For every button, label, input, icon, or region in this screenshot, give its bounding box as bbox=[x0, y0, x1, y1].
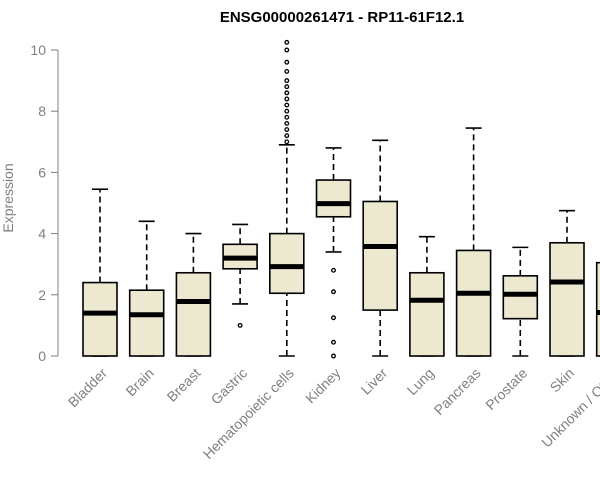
x-tick-label: Lung bbox=[404, 365, 437, 398]
outlier-point bbox=[331, 339, 336, 345]
outlier-point bbox=[284, 108, 290, 114]
box-brain bbox=[128, 220, 165, 357]
box-pancreas bbox=[455, 127, 492, 357]
outlier-point bbox=[284, 127, 290, 133]
box-breast bbox=[175, 232, 212, 357]
box-group bbox=[82, 39, 600, 359]
y-tick-label: 6 bbox=[38, 164, 46, 180]
box-hematopoietic-cells bbox=[268, 39, 305, 357]
x-tick-label: Prostate bbox=[482, 365, 530, 413]
box-body bbox=[128, 289, 165, 357]
y-tick-label: 8 bbox=[38, 103, 46, 119]
outlier-point bbox=[284, 90, 290, 96]
outlier-point bbox=[284, 84, 290, 90]
box-skin bbox=[549, 209, 585, 357]
box-lung bbox=[409, 235, 445, 357]
box-body bbox=[82, 281, 118, 357]
x-tick-label: Skin bbox=[547, 365, 578, 396]
box-unknown-other bbox=[595, 261, 600, 357]
y-axis-title: Expression bbox=[0, 163, 16, 232]
box-liver bbox=[362, 139, 399, 357]
outlier-point bbox=[331, 267, 336, 273]
outlier-point bbox=[237, 322, 243, 328]
outlier-point bbox=[331, 353, 336, 359]
outlier-point bbox=[284, 133, 290, 139]
box-body bbox=[315, 179, 352, 218]
y-tick-label: 10 bbox=[30, 42, 46, 58]
outlier-point bbox=[284, 78, 290, 84]
box-gastric bbox=[222, 223, 258, 328]
outlier-point bbox=[284, 47, 290, 53]
outlier-point bbox=[331, 289, 336, 295]
x-tick-label: Hematopoietic cells bbox=[200, 365, 297, 462]
x-tick-label: Bladder bbox=[65, 365, 111, 411]
outlier-point bbox=[284, 120, 290, 126]
y-tick-label: 2 bbox=[38, 287, 46, 303]
box-body bbox=[502, 275, 539, 320]
box-prostate bbox=[502, 246, 539, 357]
x-tick-label: Liver bbox=[358, 365, 391, 398]
x-tick-label: Kidney bbox=[302, 365, 344, 407]
outlier-point bbox=[284, 59, 290, 65]
outlier-point bbox=[284, 68, 290, 74]
x-tick-label: Breast bbox=[164, 365, 204, 405]
x-tick-label: Pancreas bbox=[431, 365, 484, 418]
box-body bbox=[455, 249, 492, 357]
outlier-point bbox=[284, 39, 290, 45]
x-tick-label: Gastric bbox=[208, 365, 251, 408]
box-body bbox=[268, 232, 305, 295]
x-tick-label: Brain bbox=[122, 365, 156, 399]
box-body bbox=[409, 271, 445, 357]
y-tick-label: 0 bbox=[38, 348, 46, 364]
y-tick-label: 4 bbox=[38, 226, 46, 242]
box-bladder bbox=[82, 188, 118, 357]
box-body bbox=[595, 261, 600, 357]
outlier-point bbox=[331, 315, 336, 321]
box-body bbox=[175, 271, 212, 357]
outlier-point bbox=[284, 114, 290, 120]
y-axis: 0 2 4 6 8 10 bbox=[30, 42, 59, 364]
chart-title: ENSG00000261471 - RP11-61F12.1 bbox=[220, 9, 464, 26]
outlier-point bbox=[284, 102, 290, 108]
box-body bbox=[362, 200, 399, 311]
box-body bbox=[549, 241, 585, 357]
box-kidney bbox=[315, 147, 352, 359]
outlier-point bbox=[284, 96, 290, 102]
outlier-point bbox=[284, 139, 290, 145]
